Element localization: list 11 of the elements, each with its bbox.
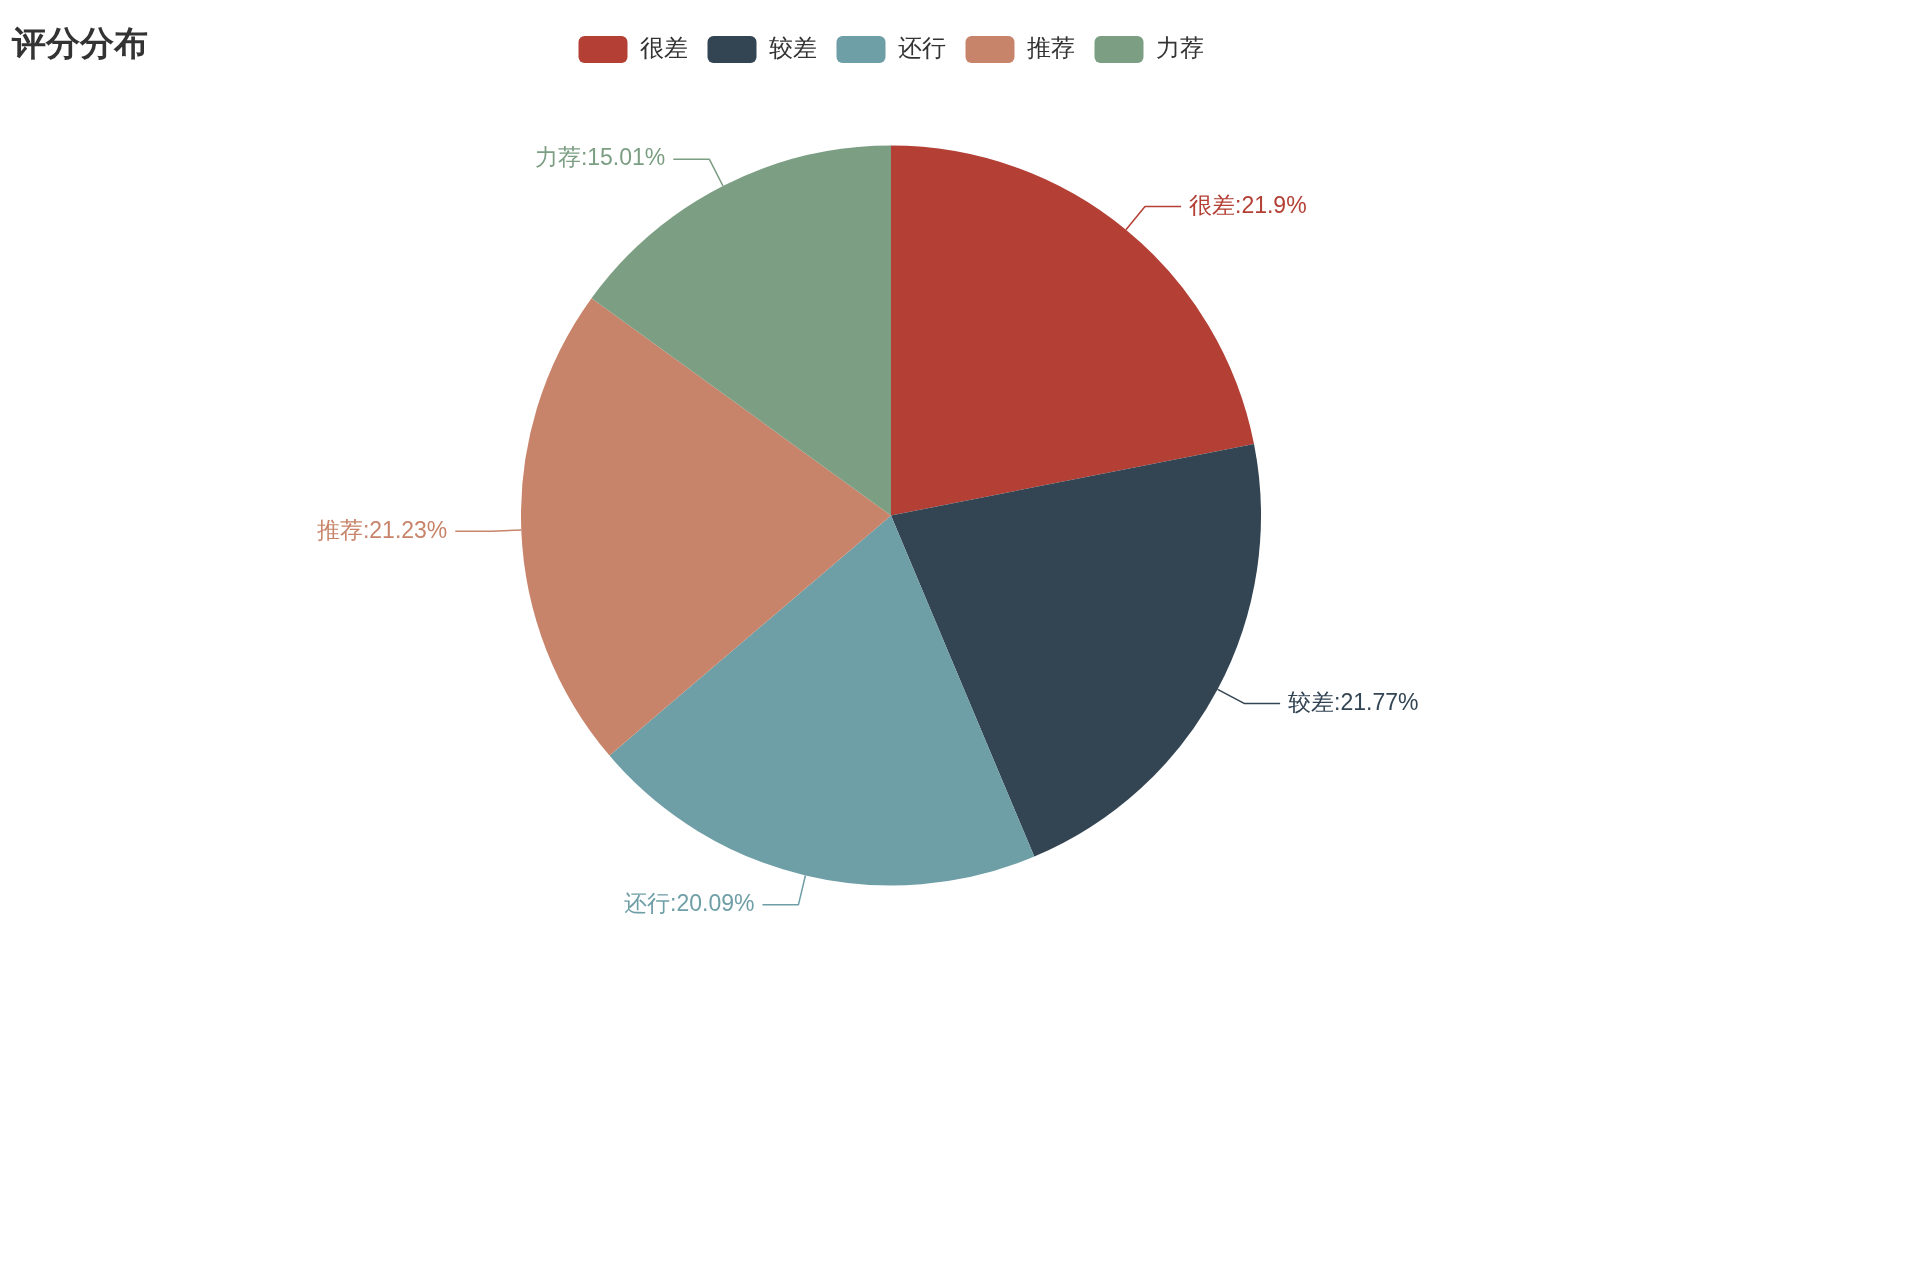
data-label: 还行:20.09% xyxy=(624,890,755,916)
data-label: 较差:21.77% xyxy=(1288,688,1419,715)
legend-label: 力荐 xyxy=(1155,34,1204,62)
legend-label: 推荐 xyxy=(1026,34,1075,62)
chart-title: 评分分布 xyxy=(12,24,148,62)
legend-label: 很差 xyxy=(639,34,688,62)
data-label: 推荐:21.23% xyxy=(316,516,448,543)
data-label: 力荐:15.01% xyxy=(534,144,666,171)
legend-label: 较差 xyxy=(768,34,817,62)
legend-label: 还行 xyxy=(897,34,946,62)
data-label: 很差:21.9% xyxy=(1189,191,1307,218)
